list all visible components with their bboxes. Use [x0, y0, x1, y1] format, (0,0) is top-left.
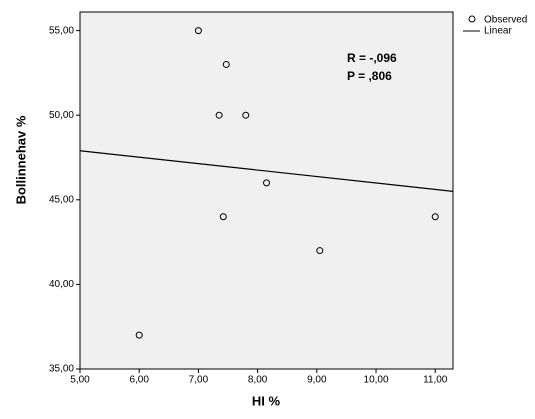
x-tick-label: 7,00: [189, 375, 209, 386]
point: [431, 213, 439, 221]
point: [316, 247, 324, 255]
plot-area: [79, 11, 454, 370]
y-axis-label: Bollinnehav %: [13, 115, 28, 204]
legend-label: Linear: [484, 26, 512, 37]
y-tick-label: 45,00: [49, 194, 74, 205]
x-tick-label: 5,00: [70, 375, 90, 386]
point: [135, 331, 143, 339]
x-tick-label: 6,00: [129, 375, 149, 386]
point: [263, 179, 270, 187]
y-tick-label: 55,00: [49, 25, 74, 36]
point: [222, 60, 230, 68]
point: [194, 27, 202, 35]
x-tick-label: 9,00: [307, 375, 327, 386]
fit-line: [79, 150, 454, 192]
x-tick-label: 11,00: [423, 375, 448, 386]
annotation: P = ,806: [347, 69, 392, 83]
point: [219, 213, 227, 221]
legend-label: Observed: [484, 15, 527, 26]
y-tick-label: 50,00: [49, 110, 74, 121]
x-tick-label: 10,00: [364, 375, 389, 386]
legend-marker: [468, 15, 476, 23]
y-tick-label: 35,00: [49, 364, 74, 375]
x-axis-label: HI %: [252, 393, 281, 408]
y-tick-label: 40,00: [49, 279, 74, 290]
annotation: R = -,096: [347, 51, 397, 65]
x-tick-label: 8,00: [248, 375, 268, 386]
point: [242, 111, 250, 119]
point: [215, 111, 223, 119]
